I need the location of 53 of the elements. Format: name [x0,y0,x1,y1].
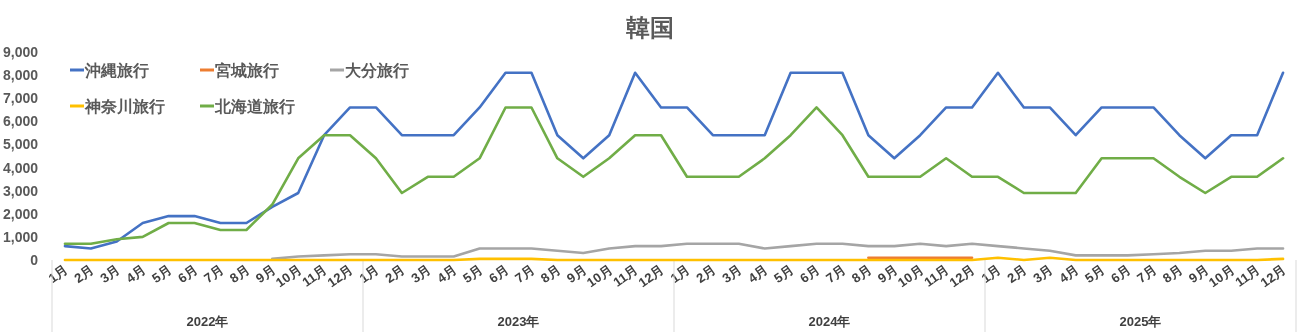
text: 2023年 [497,314,540,329]
legend-label: 神奈川旅行 [84,98,165,115]
x-tick-label: 4月 [1056,262,1082,287]
x-tick-label: 2月 [693,262,719,287]
x-tick-label: 7月 [1134,262,1160,287]
x-tick-label: 5月 [460,262,486,287]
y-tick-label: 6,000 [2,113,39,130]
line-series [270,242,1285,261]
y-tick-label: 3,000 [2,182,39,199]
x-tick-label: 5月 [771,262,797,287]
x-tick-label: 3月 [408,262,434,287]
x-tick-label: 2月 [1004,262,1030,287]
x-tick-label: 3月 [719,262,745,287]
x-tick-label: 1月 [356,262,382,287]
x-tick-label: 4月 [123,262,149,287]
x-tick-label: 6月 [1108,262,1134,287]
x-tick-label: 7月 [823,262,849,287]
x-tick-label: 2月 [71,262,97,287]
y-tick-label: 4,000 [2,159,39,176]
x-tick-label: 4月 [434,262,460,287]
legend-label: 大分旅行 [345,62,409,79]
x-tick-label: 8月 [1159,262,1186,287]
x-tick-label: 8月 [537,262,564,287]
y-tick-label: 9,000 [2,44,39,60]
x-tick-label: 8月 [226,262,253,287]
x-tick-label: 3月 [1030,262,1056,287]
text: 2024年 [808,314,851,329]
legend-label: 宮城旅行 [215,61,279,79]
x-tick-label: 1月 [667,262,693,287]
x-tick-label: 6月 [486,262,512,287]
x-tick-label: 6月 [797,262,823,287]
y-tick-label: 8,000 [2,67,39,84]
y-tick-label: 7,000 [2,90,39,107]
x-tick-label: 7月 [512,262,538,287]
x-tick-label: 1月 [978,262,1004,287]
x-tick-label: 1月 [45,262,71,287]
text: 2025年 [1119,314,1162,329]
x-tick-label: 6月 [175,262,201,287]
y-tick-label: 1,000 [2,228,39,245]
y-tick-label: 5,000 [2,136,39,153]
x-tick-label: 2月 [382,262,408,287]
x-tick-label: 5月 [149,262,175,287]
text: 2022年 [186,314,229,329]
x-tick-label: 5月 [1082,262,1108,287]
legend-label: 沖縄旅行 [84,62,149,79]
y-tick-label: 0 [30,252,39,268]
x-tick-label: 4月 [745,262,771,287]
x-tick-label: 7月 [201,262,227,287]
chart-title: 韓国 [625,14,674,41]
legend-label: 北海道旅行 [214,98,295,115]
x-tick-label: 8月 [848,262,875,287]
y-tick-label: 2,000 [2,205,39,222]
x-tick-label: 3月 [97,262,123,287]
